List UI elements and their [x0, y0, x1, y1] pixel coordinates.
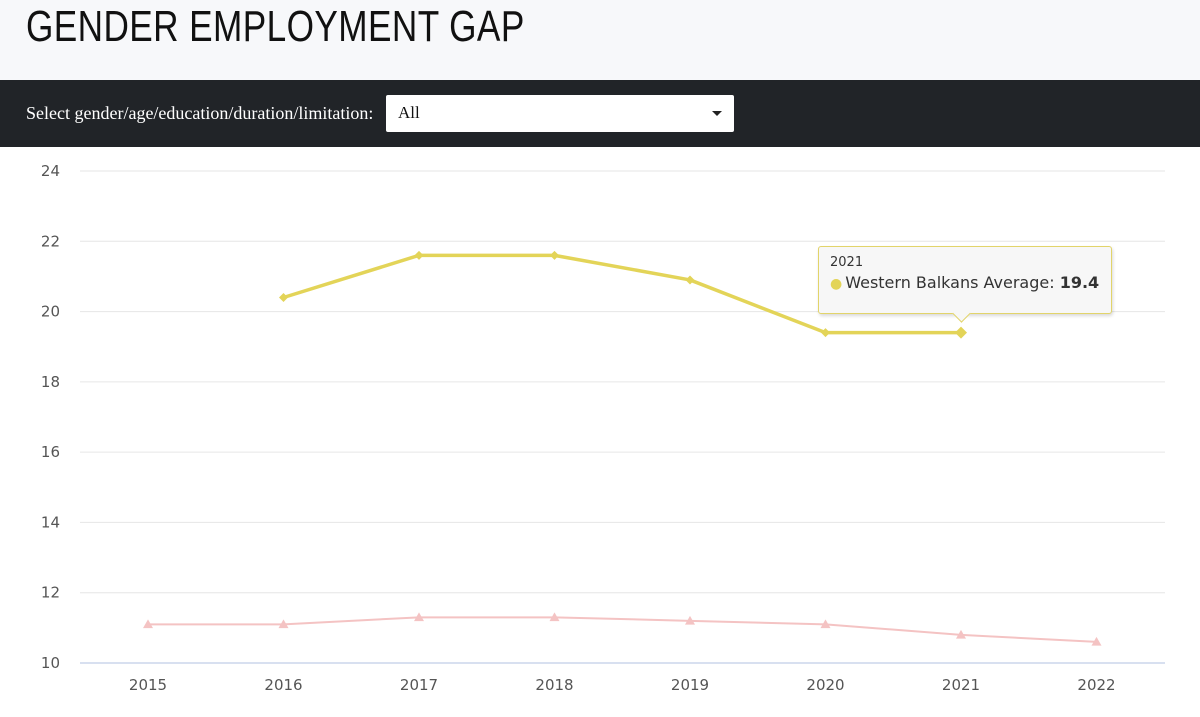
y-tick-label: 10	[41, 654, 60, 672]
page-title: GENDER EMPLOYMENT GAP	[26, 2, 525, 51]
y-tick-label: 18	[41, 373, 60, 391]
x-tick-label: 2022	[1077, 676, 1115, 694]
data-tooltip: 2021 ● Western Balkans Average: 19.4	[818, 245, 1112, 323]
y-tick-label: 12	[41, 584, 60, 602]
data-point-marker	[685, 615, 695, 625]
series-line	[147, 616, 1098, 643]
y-tick-label: 22	[41, 232, 60, 250]
data-point-marker	[821, 328, 830, 338]
filter-dropdown[interactable]: All	[386, 95, 734, 132]
x-tick-label: 2021	[942, 676, 980, 694]
series-line	[281, 253, 963, 335]
data-point-marker	[279, 293, 288, 303]
data-point-marker	[820, 619, 831, 629]
data-point-marker	[278, 619, 289, 629]
y-tick-label: 24	[41, 162, 60, 180]
data-point-marker	[956, 629, 966, 639]
x-tick-label: 2020	[806, 676, 844, 694]
tooltip-row: ● Western Balkans Average: 19.4	[830, 272, 1100, 292]
filter-bar: Select gender/age/education/duration/lim…	[0, 80, 1200, 147]
tooltip-series-name: Western Balkans Average	[845, 272, 1050, 292]
data-point-marker	[549, 612, 560, 622]
x-tick-label: 2019	[671, 676, 709, 694]
filter-label: Select gender/age/education/duration/lim…	[26, 103, 374, 123]
grid-lines	[80, 170, 1165, 594]
tooltip-value: 19.4	[1059, 272, 1100, 292]
data-point-marker	[143, 619, 153, 629]
caret-down-icon	[712, 111, 722, 116]
data-point-marker	[1091, 636, 1102, 646]
tooltip-year: 2021	[830, 254, 864, 270]
x-tick-label: 2017	[400, 676, 438, 694]
y-tick-label: 20	[41, 303, 60, 321]
x-tick-label: 2015	[129, 676, 167, 694]
data-point-marker	[955, 326, 967, 339]
y-tick-label: 14	[41, 513, 60, 531]
page-header: GENDER EMPLOYMENT GAP	[0, 0, 1200, 80]
y-tick-label: 16	[41, 443, 60, 461]
series-group	[143, 250, 1102, 646]
data-point-marker	[414, 612, 424, 622]
x-tick-label: 2018	[535, 676, 573, 694]
x-tick-label: 2016	[264, 676, 302, 694]
series-dot-icon: ●	[830, 275, 843, 292]
data-point-marker	[550, 250, 559, 260]
data-point-marker	[414, 250, 424, 260]
data-point-marker	[685, 275, 695, 285]
filter-selected-value: All	[398, 103, 420, 122]
